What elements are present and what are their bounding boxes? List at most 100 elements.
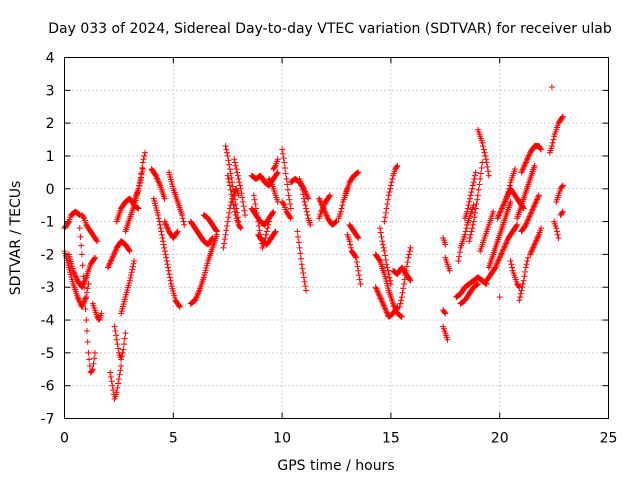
data-point [380,302,387,309]
data-point [209,235,216,241]
data-point [499,204,506,211]
data-point [98,310,105,317]
data-point [535,192,542,199]
data-point [472,169,479,176]
data-point [165,267,172,274]
data-point [515,283,522,290]
data-point [166,271,173,278]
data-point [527,251,534,258]
data-point [485,168,492,175]
data-point [502,197,509,204]
data-point [80,214,87,221]
data-point [497,253,504,260]
x-tick-label: 15 [382,431,400,447]
data-point [373,285,380,292]
data-point [237,182,244,189]
data-point [500,246,507,253]
data-point [466,235,473,241]
data-point [384,201,391,208]
data-point [300,195,307,202]
data-point [462,228,469,235]
data-point [534,234,541,241]
data-point [374,288,381,295]
data-point [304,212,311,219]
data-point [252,201,259,208]
y-tick-label: 2 [46,116,55,132]
y-tick-label: -4 [41,313,55,329]
data-point [73,274,80,281]
series-track-11 [118,257,138,317]
data-point [522,159,529,166]
data-point [355,267,362,274]
data-point [226,166,233,173]
data-point [91,355,98,362]
data-point [160,238,167,245]
data-point [548,84,555,91]
data-point [492,263,499,270]
data-point [265,221,272,228]
data-point [274,170,281,177]
data-point [299,265,306,272]
data-point [284,186,291,193]
data-point [469,225,476,232]
data-point [127,274,134,281]
data-point [446,267,453,274]
data-point [385,192,392,199]
data-point [520,277,527,284]
data-point [302,202,309,209]
series-layer [61,84,566,402]
data-point [394,162,401,169]
y-tick-label: 1 [46,149,55,165]
data-point [74,294,81,301]
data-point [84,338,91,345]
series-track-64 [514,162,538,222]
data-point [93,237,100,244]
data-point [398,313,405,320]
data-point [386,189,393,196]
data-point [240,203,247,210]
data-point [519,284,526,291]
data-point [139,159,146,166]
data-point [519,280,526,287]
x-tick-label: 0 [60,431,69,447]
data-point [348,244,355,251]
data-point [179,215,186,222]
series-track-16 [161,218,181,241]
data-point [384,196,391,203]
y-axis-label: SDTVAR / TECUs [8,181,24,296]
data-point [320,204,327,211]
series-track-29 [266,175,281,205]
data-point [85,349,92,356]
data-point [226,179,233,186]
data-point [113,389,120,396]
data-point [179,212,186,219]
data-point [495,257,502,264]
data-point [287,214,294,221]
data-point [528,209,535,216]
data-point [522,221,529,228]
data-point [382,306,389,313]
data-point [378,298,385,305]
data-point [524,257,531,264]
data-point [403,263,410,270]
data-point [119,349,126,356]
data-point [286,196,293,203]
data-point [114,384,121,391]
data-point [156,221,163,228]
data-point [404,259,411,266]
data-point [81,284,88,291]
data-point [110,251,117,258]
data-point [387,277,394,284]
data-point [86,362,93,369]
data-point [317,198,324,205]
series-track-62 [503,166,518,202]
data-point [522,264,529,271]
data-point [299,186,306,193]
data-point [223,227,230,234]
data-point [532,238,539,245]
data-point [444,336,451,343]
data-point [109,254,116,261]
data-point [300,191,307,198]
data-point [107,373,114,380]
